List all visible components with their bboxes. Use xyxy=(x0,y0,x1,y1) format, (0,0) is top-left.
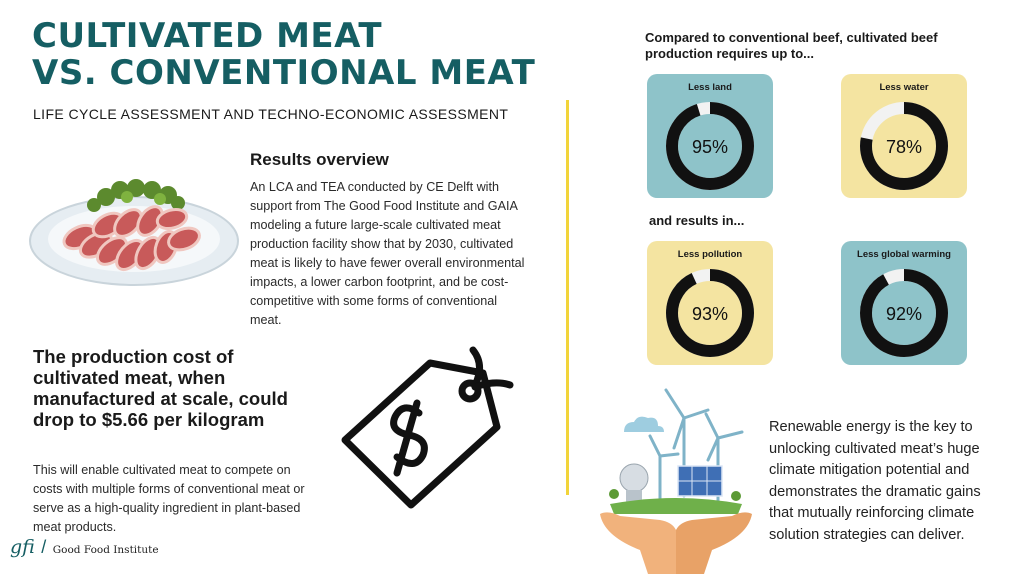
card-label: Less pollution xyxy=(677,249,743,260)
results-in-heading: and results in... xyxy=(649,213,745,228)
price-tag-icon xyxy=(341,346,514,509)
gfi-logo: gfi / Good Food Institute xyxy=(10,536,159,558)
card-label: Less land xyxy=(688,82,732,93)
card-value: 92% xyxy=(886,304,922,324)
card-less-land: Less land 95% xyxy=(647,74,773,198)
card-label: Less water xyxy=(879,82,929,93)
renewable-energy-icon xyxy=(600,388,752,574)
donut-gauge: 95% xyxy=(666,102,754,190)
page-subtitle: LIFE CYCLE ASSESSMENT AND TECHNO-ECONOMI… xyxy=(33,106,509,122)
card-value: 78% xyxy=(886,137,922,157)
card-value: 95% xyxy=(692,137,728,157)
results-heading: Results overview xyxy=(250,150,389,169)
card-less-water: Less water 78% xyxy=(841,74,967,198)
title-line-2: VS. CONVENTIONAL MEAT xyxy=(32,53,536,93)
donut-gauge: 92% xyxy=(860,269,948,357)
meat-plate-icon xyxy=(29,179,239,286)
divider-line xyxy=(566,100,569,495)
card-value: 93% xyxy=(692,304,728,324)
card-less-pollution: Less pollution 93% xyxy=(647,241,773,365)
card-less-global-warming: Less global warming 92% xyxy=(841,241,967,365)
renewable-energy-text: Renewable energy is the key to unlocking… xyxy=(769,419,981,543)
cost-body: This will enable cultivated meat to comp… xyxy=(33,463,305,534)
donut-gauge: 93% xyxy=(666,269,754,357)
donut-gauge: 78% xyxy=(860,102,948,190)
compare-heading: Compared to conventional beef, cultivate… xyxy=(645,30,938,61)
logo-mark: gfi xyxy=(10,536,35,558)
logo-slash: / xyxy=(41,537,47,557)
results-body: An LCA and TEA conducted by CE Delft wit… xyxy=(250,180,525,327)
page-title: CULTIVATED MEAT VS. CONVENTIONAL MEAT xyxy=(32,18,535,92)
title-line-1: CULTIVATED MEAT xyxy=(32,16,383,56)
card-label: Less global warming xyxy=(857,249,951,260)
cost-heading: The production cost of cultivated meat, … xyxy=(33,346,288,430)
logo-name: Good Food Institute xyxy=(52,544,159,556)
